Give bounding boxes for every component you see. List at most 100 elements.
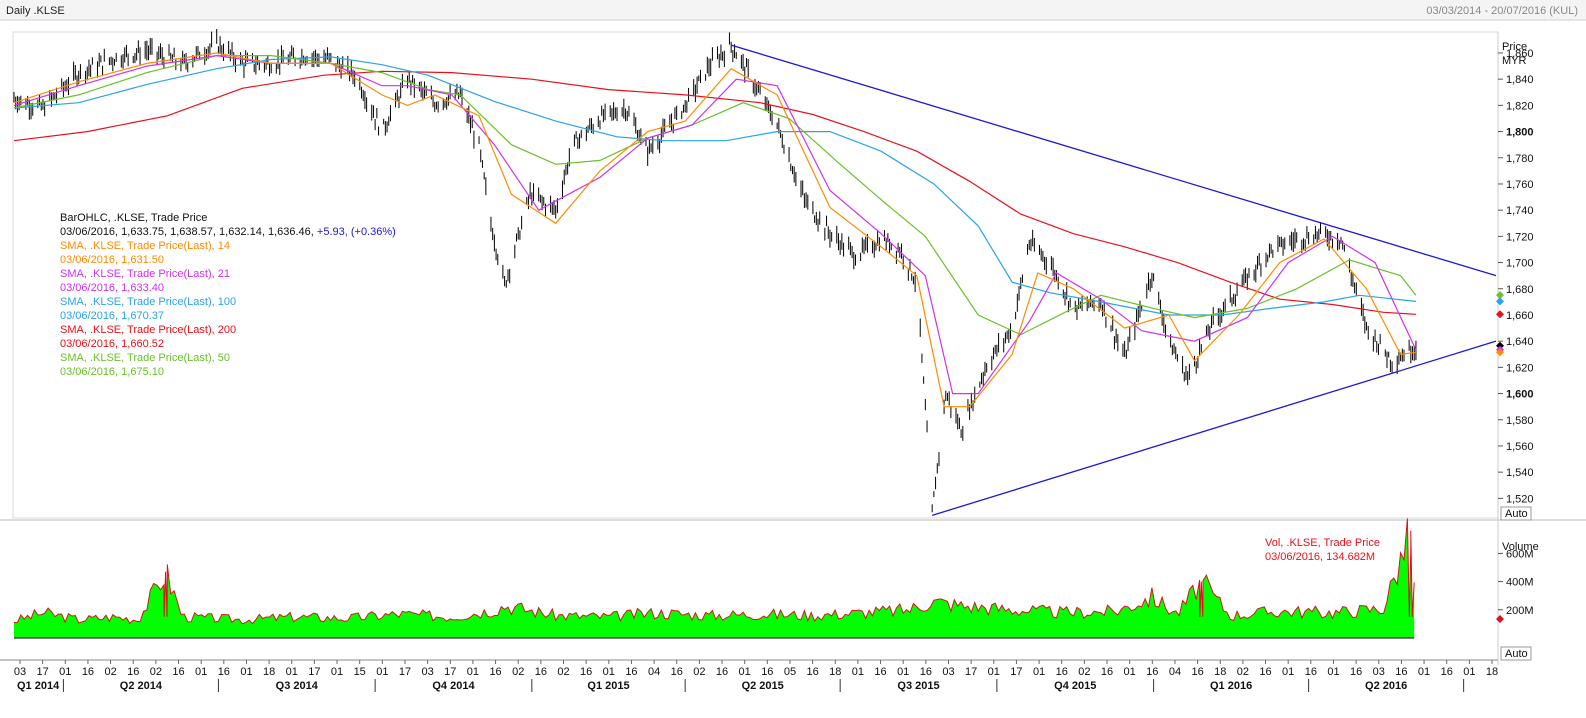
sma50-marker [1496, 291, 1504, 300]
quarter-label: Q4 2014 [432, 680, 475, 692]
day-tick-label: 01 [1124, 666, 1136, 678]
day-tick-label: 16 [1056, 666, 1068, 678]
price-tick-label: 1,800 [1506, 127, 1534, 139]
day-tick-label: 01 [897, 666, 909, 678]
price-tick-label: 1,600 [1506, 389, 1534, 401]
volume-legend-title: Vol, .KLSE, Trade Price [1265, 537, 1380, 549]
legend-sma100-value: 03/06/2016, 1,670.37 [60, 310, 164, 322]
legend-sma100-title: SMA, .KLSE, Trade Price(Last), 100 [60, 296, 236, 308]
price-tick-label: 1,720 [1506, 231, 1534, 243]
trendline-upper[interactable] [730, 44, 1497, 277]
legend-ohlc-title: BarOHLC, .KLSE, Trade Price [60, 212, 207, 224]
volume-legend-value: 03/06/2016, 134.682M [1265, 551, 1375, 563]
quarter-label: Q2 2016 [1365, 680, 1407, 692]
legend-sma14-value: 03/06/2016, 1,631.50 [60, 254, 164, 266]
day-tick-label: 02 [1078, 666, 1090, 678]
day-tick-label: 18 [1486, 666, 1498, 678]
day-tick-label: 02 [557, 666, 569, 678]
day-tick-label: 01 [852, 666, 864, 678]
volume-axis: 600M 400M 200M [1498, 548, 1534, 617]
day-tick-label: 01 [467, 666, 479, 678]
day-tick-label: 16 [1305, 666, 1317, 678]
sma200-line [13, 70, 1416, 315]
quarter-label: Q2 2015 [742, 680, 784, 692]
day-tick-label: 02 [150, 666, 162, 678]
day-tick-label: 16 [920, 666, 932, 678]
trendlines [730, 44, 1497, 517]
day-tick-label: 01 [1418, 666, 1430, 678]
day-tick-label: 05 [784, 666, 796, 678]
day-tick-label: 16 [127, 666, 139, 678]
day-tick-label: 01 [1327, 666, 1339, 678]
sma100-marker [1496, 297, 1504, 306]
legend-ohlc-change: +5.93, (+0.36%) [317, 226, 396, 238]
volume-legend: Vol, .KLSE, Trade Price 03/06/2016, 134.… [1265, 537, 1380, 563]
price-tick-label: 1,660 [1506, 310, 1534, 322]
volume-line [13, 518, 1415, 625]
price-tick-label: 1,520 [1506, 493, 1534, 505]
header-bar [0, 0, 1586, 20]
price-tick-label: 1,860 [1506, 48, 1534, 60]
quarter-label: Q1 2014 [17, 680, 60, 692]
quarter-label: Q2 2014 [120, 680, 163, 692]
day-tick-label: 16 [172, 666, 184, 678]
quarter-label: Q1 2015 [587, 680, 629, 692]
day-tick-label: 01 [376, 666, 388, 678]
legend-sma50-title: SMA, .KLSE, Trade Price(Last), 50 [60, 352, 230, 364]
volume-axis-title: Volume [1502, 541, 1539, 553]
price-marker [1496, 341, 1504, 350]
day-tick-label: 01 [1463, 666, 1475, 678]
day-tick-label: 16 [489, 666, 501, 678]
day-tick-label: 02 [512, 666, 524, 678]
price-tick-label: 1,820 [1506, 100, 1534, 112]
price-tick-label: 1,580 [1506, 415, 1534, 427]
sma14-line [13, 52, 1416, 408]
day-tick-label: 03 [14, 666, 26, 678]
day-tick-label: 16 [806, 666, 818, 678]
axis-markers [1496, 291, 1504, 624]
chart-title: Daily .KLSE [6, 5, 65, 17]
day-tick-label: 15 [354, 666, 366, 678]
day-tick-label: 17 [1010, 666, 1022, 678]
day-tick-label: 01 [240, 666, 252, 678]
day-tick-label: 16 [1441, 666, 1453, 678]
day-tick-label: 01 [59, 666, 71, 678]
quarter-label: Q1 2016 [1210, 680, 1252, 692]
legend-sma21-title: SMA, .KLSE, Trade Price(Last), 21 [60, 268, 230, 280]
date-range: 03/03/2014 - 20/07/2016 (KUL) [1426, 5, 1578, 17]
day-tick-label: 01 [1033, 666, 1045, 678]
legend-ohlc-prefix: 03/06/2016, 1,633.75, 1,638.57, 1,632.14… [60, 226, 314, 238]
volume-auto-button[interactable] [1500, 646, 1532, 661]
day-tick-label: 16 [1191, 666, 1203, 678]
price-tick-label: 1,760 [1506, 179, 1534, 191]
price-tick-label: 1,780 [1506, 153, 1534, 165]
volume-tick-label: 200M [1506, 605, 1534, 617]
day-tick-label: 16 [874, 666, 886, 678]
sma21-line [13, 54, 1417, 395]
quarter-label: Q3 2015 [897, 680, 939, 692]
price-tick-label: 1,680 [1506, 284, 1534, 296]
price-axis-title: Price [1502, 41, 1527, 53]
volume-tick-label: 600M [1506, 548, 1534, 560]
day-tick-label: 17 [308, 666, 320, 678]
day-tick-label: 18 [829, 666, 841, 678]
day-tick-label: 01 [195, 666, 207, 678]
volume-area [13, 518, 1415, 639]
volume-auto-label: Auto [1505, 648, 1528, 660]
trendline-lower[interactable] [931, 340, 1497, 517]
day-tick-label: 16 [761, 666, 773, 678]
day-tick-label: 16 [671, 666, 683, 678]
day-tick-label: 01 [1282, 666, 1294, 678]
time-axis: 03 17 01 16 02 16 02 16 01 16 01 18 01 17 01 15 01 17 03 17… [14, 660, 1498, 692]
day-tick-label: 01 [988, 666, 1000, 678]
day-tick-label: 01 [331, 666, 343, 678]
day-tick-label: 16 [82, 666, 94, 678]
day-tick-label: 16 [218, 666, 230, 678]
day-tick-label: 02 [693, 666, 705, 678]
price-auto-button[interactable] [1500, 506, 1532, 521]
day-tick-label: 02 [1237, 666, 1249, 678]
day-tick-label: 04 [648, 666, 660, 678]
day-tick-label: 04 [1169, 666, 1181, 678]
